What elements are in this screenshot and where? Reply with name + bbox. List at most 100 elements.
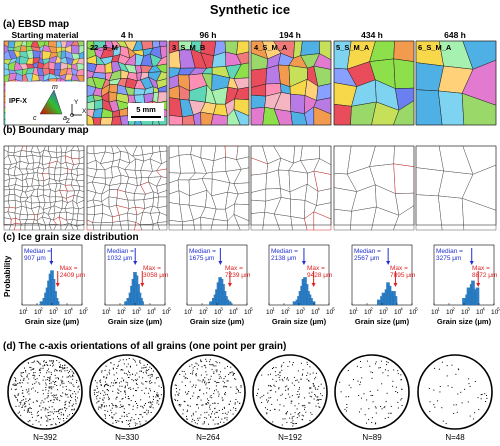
c-axis-point <box>223 406 225 408</box>
c-axis-point <box>59 400 61 402</box>
c-axis-point <box>28 390 30 392</box>
c-axis-point <box>280 394 282 396</box>
median-value: 1032 μm <box>107 255 132 262</box>
c-axis-point <box>111 412 113 414</box>
hist-tick-exponent: 1 <box>108 307 111 312</box>
c-axis-point <box>59 422 60 424</box>
c-axis-point <box>219 375 221 377</box>
c-axis-point <box>298 413 300 415</box>
c-axis-point <box>12 384 14 386</box>
c-axis-point <box>28 411 30 413</box>
c-axis-point <box>129 387 131 389</box>
c-axis-point <box>31 388 32 390</box>
c-axis-point <box>40 416 42 418</box>
c-axis-point <box>148 392 150 394</box>
c-axis-point <box>153 370 154 372</box>
c-axis-point <box>22 392 24 394</box>
c-axis-point <box>298 396 300 398</box>
c-axis-point <box>13 385 15 386</box>
c-axis-point <box>195 384 197 386</box>
c-axis-point <box>109 385 111 387</box>
c-axis-point <box>121 398 123 400</box>
c-axis-point <box>277 374 279 376</box>
c-axis-point <box>15 383 17 385</box>
c-axis-point <box>401 405 403 406</box>
c-axis-point <box>301 374 303 376</box>
c-axis-point <box>211 413 212 415</box>
ipf-legend: IPF-X c a m X Y Z <box>5 81 87 125</box>
c-axis-point <box>147 375 149 377</box>
c-axis-point <box>370 395 372 396</box>
c-axis-point <box>311 391 313 393</box>
c-axis-point <box>203 393 205 395</box>
c-axis-point <box>55 424 57 426</box>
c-axis-point <box>230 386 232 388</box>
c-axis-point <box>374 363 376 365</box>
c-axis-point <box>157 395 159 396</box>
c-axis-point <box>51 424 53 426</box>
c-axis-point <box>235 392 237 394</box>
c-axis-point <box>139 361 140 363</box>
c-axis-point <box>157 400 159 402</box>
c-axis-point <box>39 383 41 385</box>
c-axis-point <box>361 397 362 399</box>
c-axis-point <box>273 384 275 386</box>
c-axis-point <box>121 385 123 387</box>
c-axis-point <box>72 393 74 395</box>
c-axis-point <box>184 401 186 403</box>
c-axis-point <box>111 407 113 409</box>
grain <box>158 40 168 47</box>
c-axis-point <box>34 375 36 377</box>
c-axis-point <box>194 422 196 424</box>
c-axis-point <box>200 414 202 416</box>
c-axis-point <box>51 395 53 397</box>
c-axis-point <box>272 378 274 380</box>
c-axis-point <box>134 361 136 363</box>
max-arrowhead <box>140 283 145 287</box>
grain-boundary <box>393 163 415 194</box>
c-axis-point <box>311 414 313 415</box>
c-axis-point <box>61 383 63 385</box>
time-header: 194 h <box>279 30 301 40</box>
c-axis-point <box>50 392 52 394</box>
hist-tick-exponent: 4 <box>70 307 73 312</box>
c-axis-point <box>70 382 72 384</box>
c-axis-point <box>232 413 234 415</box>
c-axis-point <box>29 398 31 400</box>
c-axis-point <box>199 389 201 391</box>
c-axis-point <box>103 376 105 378</box>
c-axis-point <box>42 407 44 409</box>
c-axis-point <box>299 387 300 389</box>
c-axis-point <box>223 378 225 380</box>
c-axis-point <box>78 385 80 387</box>
c-axis-point <box>37 361 39 363</box>
c-axis-point <box>186 378 188 379</box>
c-axis-point <box>48 406 50 408</box>
sample-id-label: 4_S_M_A <box>254 43 288 52</box>
hist-bar <box>292 301 297 306</box>
c-axis-point <box>142 367 144 369</box>
hist-tick-exponent: 4 <box>235 307 238 312</box>
c-axis-point <box>132 408 134 410</box>
c-axis-point <box>97 408 99 410</box>
c-axis-point <box>116 396 118 398</box>
c-axis-point <box>447 385 449 387</box>
c-axis-point <box>315 376 317 378</box>
c-axis-point <box>27 408 29 410</box>
c-axis-point <box>125 359 127 361</box>
c-axis-point <box>16 398 18 400</box>
c-axis-point <box>41 400 43 402</box>
grain-boundary <box>86 205 95 215</box>
c-axis-point <box>210 395 212 396</box>
c-axis-point <box>134 374 136 376</box>
c-axis-point <box>101 404 103 406</box>
c-axis-point <box>273 367 275 369</box>
c-axis-point <box>75 400 77 402</box>
c-axis-point <box>66 367 68 369</box>
c-axis-point <box>131 379 133 381</box>
c-axis-point <box>201 366 203 368</box>
grain-boundary <box>3 217 12 225</box>
c-axis-point <box>99 380 101 382</box>
c-axis-point <box>28 408 30 409</box>
